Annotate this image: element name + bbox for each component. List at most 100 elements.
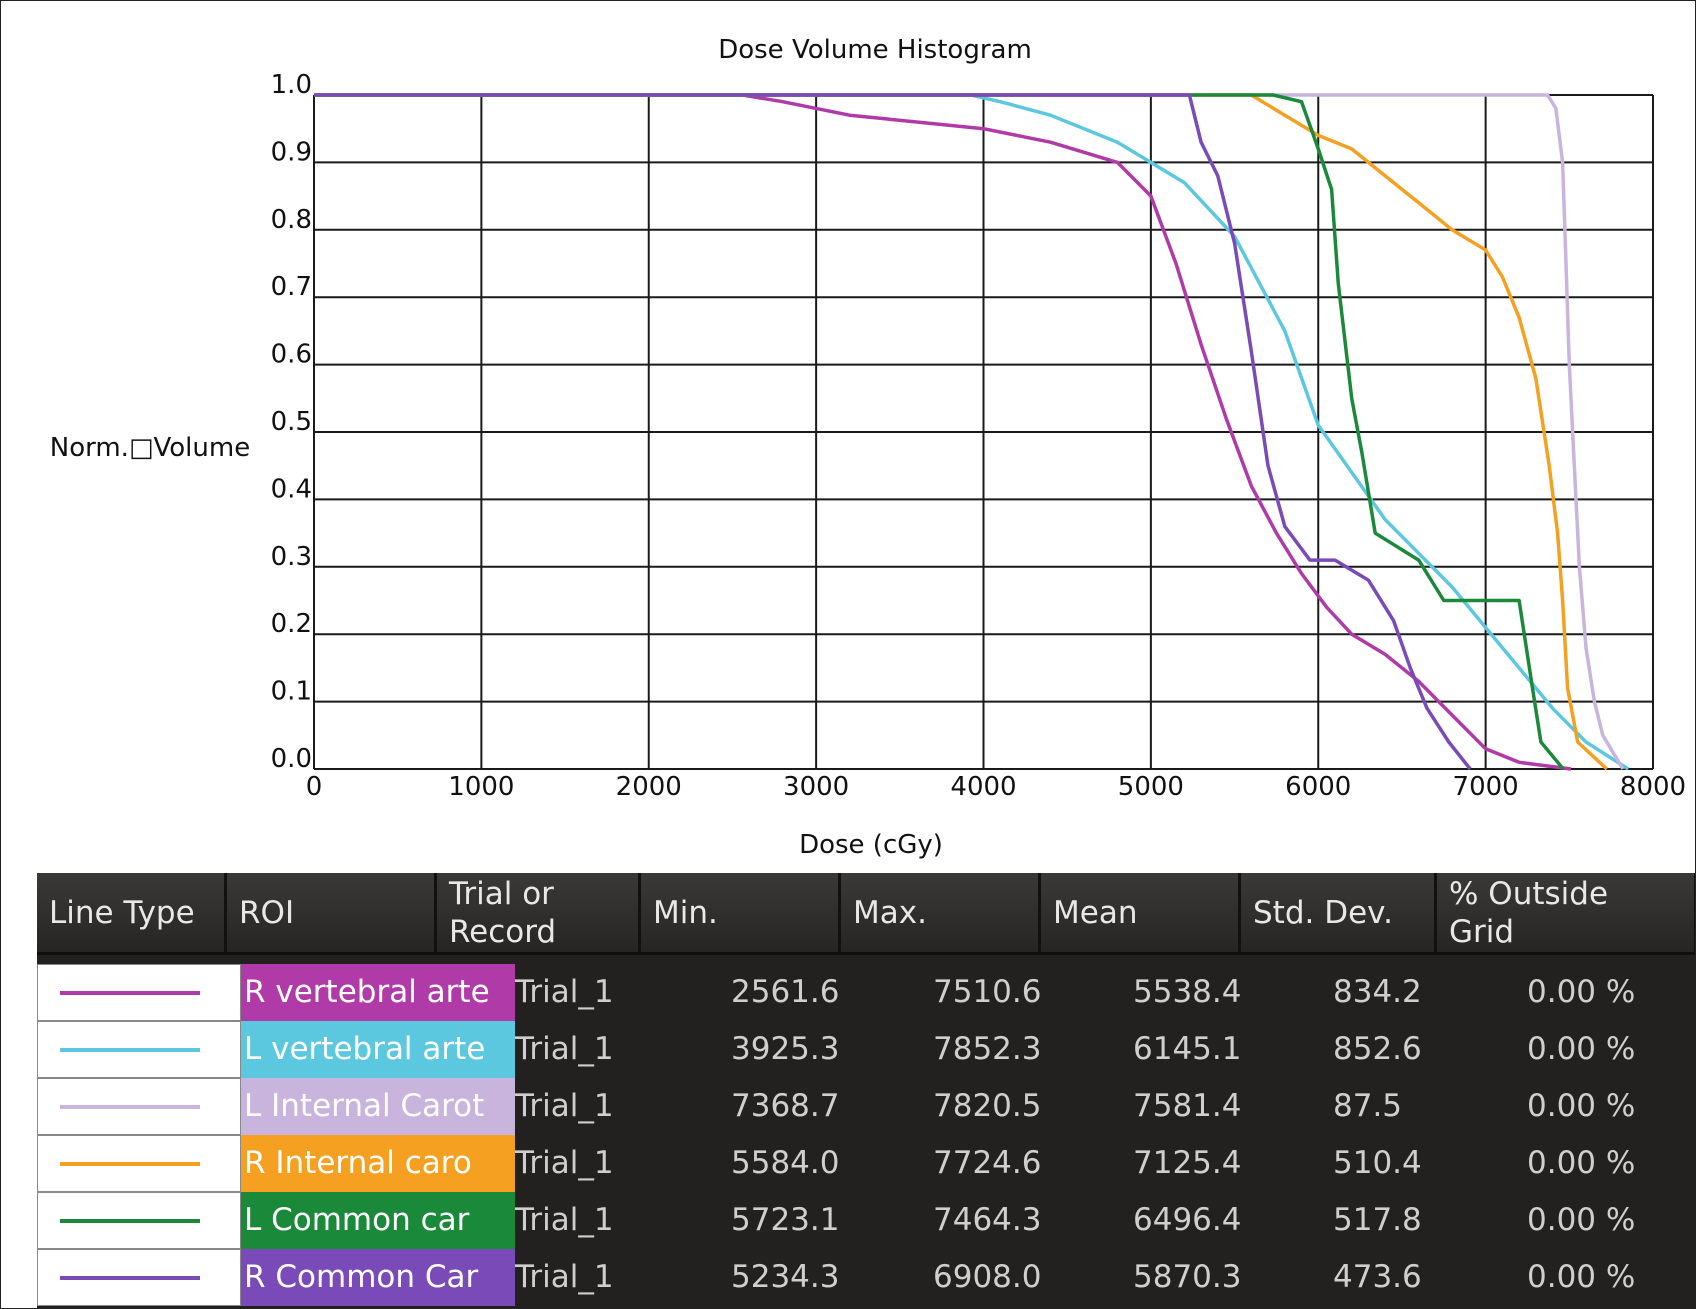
column-header[interactable]: Mean [1041, 873, 1241, 955]
x-tick-label: 7000 [1453, 772, 1519, 802]
column-header[interactable]: Max. [841, 873, 1041, 955]
line-type-cell [37, 1021, 241, 1078]
max-cell: 7510.6 [933, 974, 1042, 1010]
y-tick-label: 0.9 [271, 137, 312, 167]
y-tick-label: 0.8 [271, 205, 312, 235]
line-swatch [60, 1105, 200, 1109]
y-tick-label: 0.5 [271, 407, 312, 437]
line-type-cell [37, 1135, 241, 1192]
min-cell: 5584.0 [731, 1145, 840, 1181]
series-lines [314, 93, 1630, 771]
line-type-cell [37, 1192, 241, 1249]
trial-cell: Trial_1 [515, 1031, 614, 1067]
x-tick-label: 4000 [950, 772, 1016, 802]
roi-cell: R Common Car [241, 1249, 515, 1306]
x-tick-label: 3000 [783, 772, 849, 802]
outside-cell: 0.00 % [1527, 1031, 1636, 1067]
y-tick-label: 0.4 [271, 474, 312, 504]
std-cell: 87.5 [1333, 1088, 1403, 1124]
max-cell: 7464.3 [933, 1202, 1042, 1238]
roi-cell: R vertebral arte [241, 964, 515, 1021]
max-cell: 7724.6 [933, 1145, 1042, 1181]
std-cell: 834.2 [1333, 974, 1422, 1010]
table-row[interactable]: L vertebral arte Trial_1 3925.3 7852.3 6145.… [37, 1021, 1695, 1078]
min-cell: 5723.1 [731, 1202, 840, 1238]
y-tick-label: 0.1 [271, 677, 312, 707]
mean-cell: 7581.4 [1133, 1088, 1242, 1124]
x-tick-label: 6000 [1285, 772, 1351, 802]
line-swatch [60, 1276, 200, 1280]
y-tick-label: 0.0 [271, 744, 312, 774]
series-line-6 [314, 93, 1472, 771]
series-line-1 [314, 93, 1572, 771]
outside-cell: 0.00 % [1527, 1088, 1636, 1124]
min-cell: 5234.3 [731, 1259, 840, 1295]
y-tick-label: 0.3 [271, 542, 312, 572]
max-cell: 7852.3 [933, 1031, 1042, 1067]
line-swatch [60, 1219, 200, 1223]
std-cell: 510.4 [1333, 1145, 1422, 1181]
column-header[interactable]: Min. [641, 873, 841, 955]
mean-cell: 6145.1 [1133, 1031, 1242, 1067]
std-cell: 517.8 [1333, 1202, 1422, 1238]
x-tick-label: 0 [306, 772, 323, 802]
column-header[interactable]: % Outside Grid [1437, 873, 1695, 955]
trial-cell: Trial_1 [515, 974, 614, 1010]
roi-cell: L Internal Carot [241, 1078, 515, 1135]
table-row[interactable]: L Common car Trial_1 5723.1 7464.3 6496.4 517… [37, 1192, 1695, 1249]
x-axis-label: Dose (cGy) [799, 830, 943, 860]
line-type-cell [37, 1078, 241, 1135]
outside-cell: 0.00 % [1527, 1259, 1636, 1295]
series-line-3 [314, 93, 1625, 770]
y-tick-label: 0.6 [271, 340, 312, 370]
line-swatch [60, 1048, 200, 1052]
x-tick-label: 5000 [1118, 772, 1184, 802]
min-cell: 7368.7 [731, 1088, 840, 1124]
column-header[interactable]: Trial or Record [437, 873, 641, 955]
max-cell: 6908.0 [933, 1259, 1042, 1295]
line-swatch [60, 991, 200, 995]
min-cell: 2561.6 [731, 974, 840, 1010]
column-header[interactable]: Line Type [37, 873, 227, 955]
trial-cell: Trial_1 [515, 1202, 614, 1238]
std-cell: 852.6 [1333, 1031, 1422, 1067]
mean-cell: 6496.4 [1133, 1202, 1242, 1238]
min-cell: 3925.3 [731, 1031, 840, 1067]
grid [313, 94, 1654, 770]
y-tick-label: 0.7 [271, 272, 312, 302]
line-swatch [60, 1162, 200, 1166]
outside-cell: 0.00 % [1527, 1202, 1636, 1238]
table-row[interactable]: R vertebral arte Trial_1 2561.6 7510.6 5538.… [37, 964, 1695, 1021]
trial-cell: Trial_1 [515, 1088, 614, 1124]
series-line-5 [314, 93, 1565, 771]
table-row[interactable]: L Internal Carot Trial_1 7368.7 7820.5 7581.… [37, 1078, 1695, 1135]
outside-cell: 0.00 % [1527, 1145, 1636, 1181]
column-header[interactable]: Std. Dev. [1241, 873, 1437, 955]
mean-cell: 5538.4 [1133, 974, 1242, 1010]
tick-labels: 0 1000 2000 3000 4000 5000 6000 7000 8000 0.0 0.1 0… [271, 70, 1686, 802]
line-type-cell [37, 1249, 241, 1306]
x-tick-label: 1000 [448, 772, 514, 802]
statistics-table: Line Type ROI Trial or Record Min. Max. Mean S… [37, 873, 1695, 1308]
std-cell: 473.6 [1333, 1259, 1422, 1295]
roi-cell: L Common car [241, 1192, 515, 1249]
column-header[interactable]: ROI [227, 873, 437, 955]
x-tick-label: 8000 [1620, 772, 1686, 802]
trial-cell: Trial_1 [515, 1259, 614, 1295]
trial-cell: Trial_1 [515, 1145, 614, 1181]
mean-cell: 7125.4 [1133, 1145, 1242, 1181]
roi-cell: R Internal caro [241, 1135, 515, 1192]
series-line-2 [314, 93, 1630, 771]
y-tick-label: 0.2 [271, 609, 312, 639]
max-cell: 7820.5 [933, 1088, 1042, 1124]
roi-cell: L vertebral arte [241, 1021, 515, 1078]
table-row[interactable]: R Internal caro Trial_1 5584.0 7724.6 7125.4… [37, 1135, 1695, 1192]
mean-cell: 5870.3 [1133, 1259, 1242, 1295]
table-row[interactable]: R Common Car Trial_1 5234.3 6908.0 5870.3 473… [37, 1249, 1695, 1306]
x-tick-label: 2000 [616, 772, 682, 802]
y-axis-label: Norm.□Volume [50, 433, 250, 463]
dvh-chart: Dose Volume Histogram Norm.□Volume Dose … [50, 35, 1686, 860]
y-tick-label: 1.0 [271, 70, 312, 100]
line-type-cell [37, 964, 241, 1021]
